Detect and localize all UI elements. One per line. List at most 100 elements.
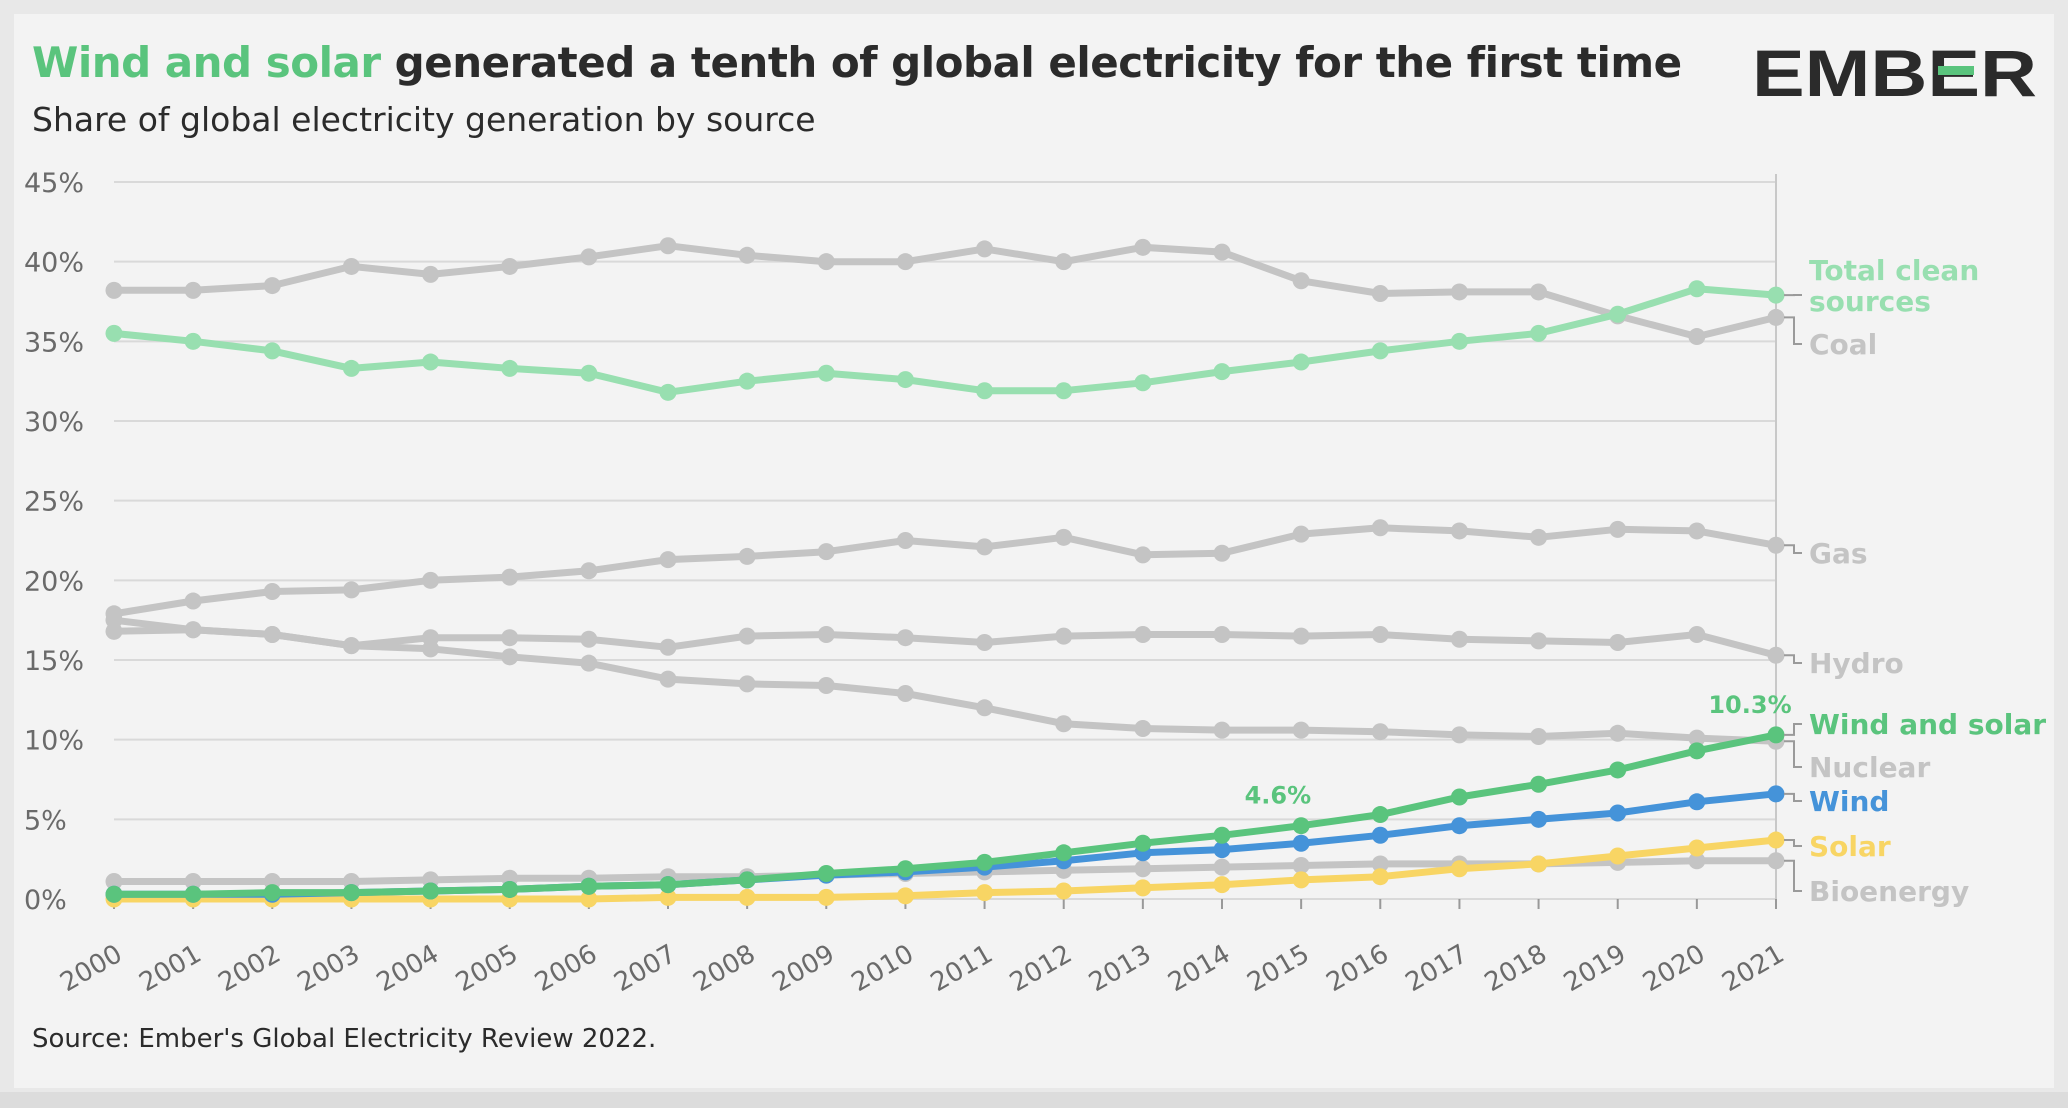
data-point xyxy=(263,626,281,644)
data-point xyxy=(580,364,598,382)
data-point xyxy=(501,568,519,586)
data-point xyxy=(105,872,123,890)
data-point xyxy=(1530,855,1548,873)
data-point xyxy=(1134,879,1152,897)
data-point xyxy=(1134,374,1152,392)
series-line xyxy=(110,242,1780,341)
data-point xyxy=(896,887,914,905)
series-end-label: Hydro xyxy=(1809,647,1904,680)
label-connector xyxy=(1784,792,1802,802)
data-point xyxy=(1134,720,1152,738)
data-label: 10.3% xyxy=(1708,691,1791,719)
data-point xyxy=(896,629,914,647)
data-point xyxy=(1292,834,1310,852)
data-point xyxy=(1213,363,1231,381)
data-point xyxy=(976,884,994,902)
data-point xyxy=(342,637,360,655)
data-point xyxy=(1450,726,1468,744)
page-bottom-bar xyxy=(0,1092,2068,1108)
series-end-label: Total clean xyxy=(1809,254,1979,287)
data-point xyxy=(659,670,677,688)
data-point xyxy=(184,872,202,890)
data-point xyxy=(105,324,123,342)
data-point xyxy=(817,253,835,271)
data-point xyxy=(738,372,756,390)
data-point xyxy=(1609,804,1627,822)
series-end-label: Wind xyxy=(1809,785,1889,818)
data-point xyxy=(1767,646,1785,664)
series-line xyxy=(110,626,1780,659)
data-point xyxy=(1450,817,1468,835)
data-point xyxy=(1213,721,1231,739)
data-point xyxy=(976,382,994,400)
data-point xyxy=(501,257,519,275)
data-point xyxy=(1450,860,1468,878)
data-point xyxy=(1055,528,1073,546)
x-tick-label: 2006 xyxy=(530,939,602,998)
data-point xyxy=(817,543,835,561)
data-point xyxy=(1530,632,1548,650)
data-point xyxy=(1767,308,1785,326)
data-point xyxy=(1767,536,1785,554)
data-point xyxy=(1609,761,1627,779)
data-point xyxy=(1450,332,1468,350)
data-point xyxy=(184,592,202,610)
x-tick-label: 2019 xyxy=(1559,939,1631,998)
y-tick-label: 10% xyxy=(24,726,84,757)
series-layer xyxy=(105,237,1785,908)
data-point xyxy=(1055,844,1073,862)
data-point xyxy=(105,281,123,299)
series-line xyxy=(110,524,1780,618)
x-tick-label: 2017 xyxy=(1401,939,1473,998)
data-point xyxy=(1371,342,1389,360)
data-point xyxy=(1688,793,1706,811)
y-tick-label: 30% xyxy=(24,407,84,438)
data-point xyxy=(184,885,202,903)
chart-subtitle: Share of global electricity generation b… xyxy=(32,100,816,139)
data-point xyxy=(501,648,519,666)
y-tick-label: 35% xyxy=(24,327,84,358)
data-point xyxy=(738,627,756,645)
data-point xyxy=(738,675,756,693)
data-point xyxy=(1213,858,1231,876)
x-tick-label: 2018 xyxy=(1480,939,1552,998)
data-point xyxy=(501,629,519,647)
data-point xyxy=(976,699,994,717)
source-note: Source: Ember's Global Electricity Revie… xyxy=(32,1024,657,1054)
data-point xyxy=(1213,544,1231,562)
data-point xyxy=(659,383,677,401)
data-point xyxy=(1055,382,1073,400)
data-point xyxy=(659,237,677,255)
data-point xyxy=(1292,817,1310,835)
ember-logo: EMBER xyxy=(1752,42,2037,102)
x-tick-label: 2007 xyxy=(609,939,681,998)
data-point xyxy=(1609,305,1627,323)
data-point xyxy=(1213,826,1231,844)
data-point xyxy=(1450,788,1468,806)
data-point xyxy=(1055,627,1073,645)
data-point xyxy=(1688,729,1706,747)
data-point xyxy=(342,359,360,377)
data-point xyxy=(422,571,440,589)
data-point xyxy=(738,888,756,906)
data-point xyxy=(1688,742,1706,760)
data-point xyxy=(659,638,677,656)
x-tick-label: 2001 xyxy=(134,939,206,998)
data-point xyxy=(1292,871,1310,889)
data-point xyxy=(1371,855,1389,873)
series-line xyxy=(110,731,1780,898)
data-point xyxy=(263,277,281,295)
data-point xyxy=(1134,238,1152,256)
data-point xyxy=(263,884,281,902)
y-tick-label: 40% xyxy=(24,248,84,279)
data-point xyxy=(817,364,835,382)
data-point xyxy=(1767,726,1785,744)
data-point xyxy=(976,853,994,871)
y-tick-label: 45% xyxy=(24,168,84,199)
series-line xyxy=(110,616,1780,745)
title-highlight: Wind and solar xyxy=(32,38,381,87)
data-point xyxy=(817,676,835,694)
data-point xyxy=(1371,285,1389,303)
series-end-label: Coal xyxy=(1809,328,1877,361)
data-point xyxy=(1530,324,1548,342)
